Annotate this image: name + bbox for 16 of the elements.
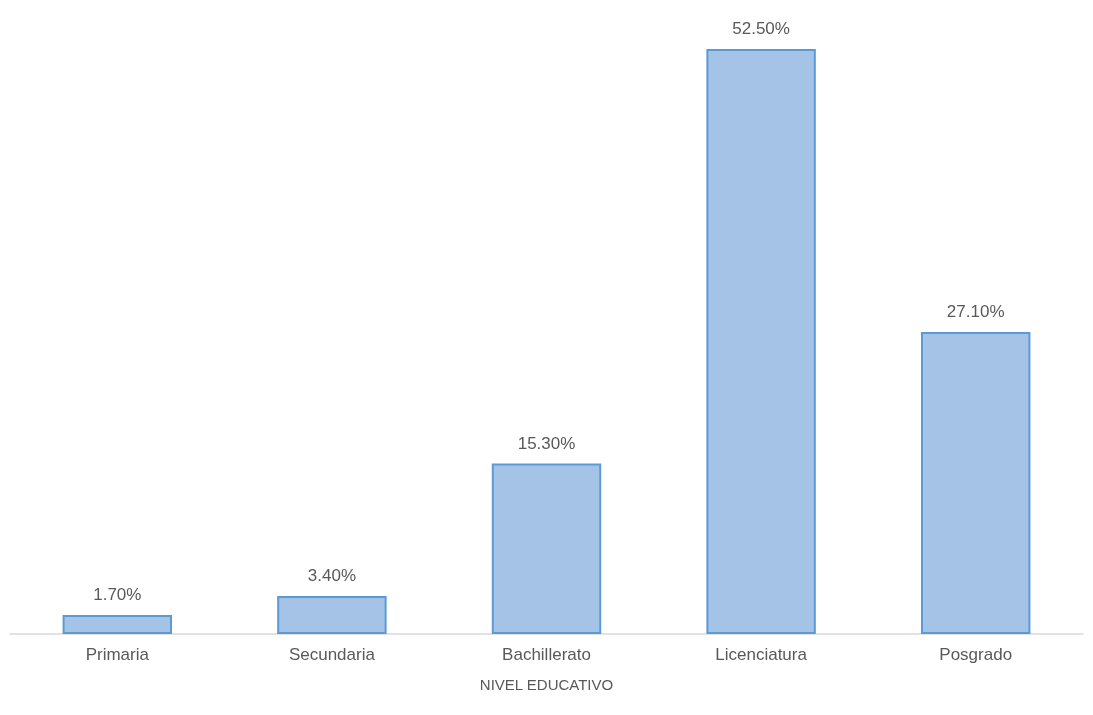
data-label: 1.70%: [93, 585, 142, 605]
bar: [277, 596, 387, 634]
data-label: 3.40%: [307, 566, 356, 586]
x-tick-label: Secundaria: [288, 645, 376, 664]
data-label: 52.50%: [732, 19, 790, 38]
x-axis-title: NIVEL EDUCATIVO: [479, 676, 614, 693]
x-tick-label: Posgrado: [939, 645, 1013, 664]
x-tick-label: Licenciatura: [715, 645, 808, 664]
bar: [920, 332, 1031, 634]
bar: [62, 615, 173, 634]
x-tick-label: Primaria: [85, 645, 150, 664]
data-label: 27.10%: [946, 302, 1005, 322]
data-label: 15.30%: [517, 433, 576, 453]
bar: [706, 49, 816, 634]
x-tick-label: Bachillerato: [502, 645, 591, 664]
bar: [491, 463, 602, 634]
